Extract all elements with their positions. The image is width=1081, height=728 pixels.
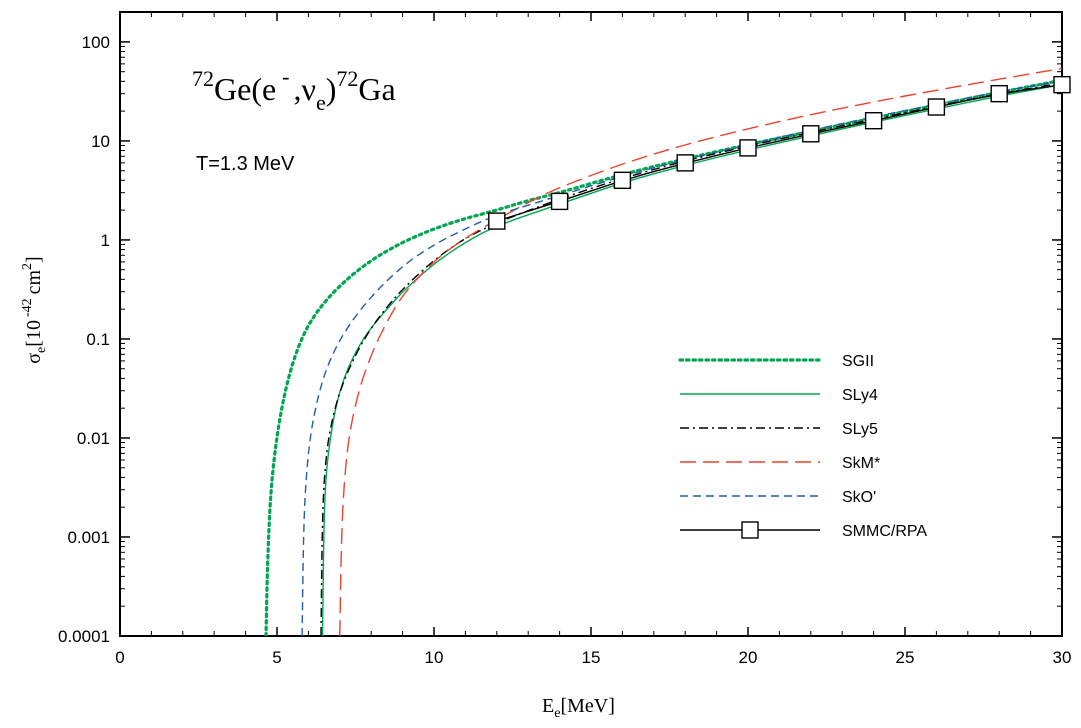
- series-line-sgii: [264, 78, 1062, 636]
- legend-label: SMMC/RPA: [842, 523, 927, 540]
- y-tick-label: 10: [91, 132, 110, 151]
- data-point-marker: [550, 192, 569, 211]
- legend-label: SkM*: [842, 455, 880, 472]
- y-tick-label: 0.1: [86, 330, 110, 349]
- x-tick-label: 20: [739, 648, 758, 667]
- data-point-marker: [864, 112, 883, 130]
- series-curves: [264, 67, 1062, 636]
- chart-title: 72Ge(e - ,νe)72Ga: [192, 64, 396, 115]
- series-line-smmc-rpa: [496, 84, 1062, 222]
- data-point-marker: [488, 212, 506, 230]
- data-point-marker: [1053, 75, 1071, 94]
- x-tick-label: 0: [115, 648, 124, 667]
- legend: SGII SLy4 SLy5 SkM* SkO' SMMC/RPA: [678, 353, 927, 540]
- series-line-sly4: [321, 84, 1062, 636]
- x-tick-label: 15: [582, 648, 601, 667]
- data-point-marker: [802, 125, 820, 143]
- series-markers: [488, 75, 1071, 230]
- y-tick-label: 100: [82, 33, 110, 52]
- legend-label: SGII: [842, 353, 874, 370]
- data-point-marker: [739, 139, 757, 157]
- y-tick-label: 0.01: [77, 429, 110, 448]
- y-tick-label: 0.001: [67, 528, 110, 547]
- y-tick-label: 0.0001: [58, 627, 110, 646]
- data-point-marker: [613, 171, 632, 190]
- x-axis-label: Ee[MeV]: [542, 695, 615, 721]
- x-tick-label: 30: [1053, 648, 1072, 667]
- legend-label: SLy4: [842, 387, 878, 404]
- x-tick-label: 10: [425, 648, 444, 667]
- x-tick-label: 25: [896, 648, 915, 667]
- y-tick-label: 1: [101, 231, 110, 250]
- series-line-sko-: [301, 80, 1062, 636]
- y-axis-label: σe[10-42cm2]: [20, 256, 49, 363]
- x-tick-label: 5: [272, 648, 281, 667]
- legend-marker: [741, 521, 759, 539]
- legend-label: SkO': [842, 489, 876, 506]
- legend-label: SLy5: [842, 421, 878, 438]
- axis-ticks: 0 5 10 15 20 25 30 100 10 1 0.1 0.01 0.001 0.0001: [58, 11, 1072, 667]
- series-line-skm-: [339, 67, 1062, 636]
- data-point-marker: [990, 84, 1008, 103]
- data-point-marker: [676, 154, 694, 172]
- data-point-marker: [927, 98, 946, 116]
- temperature-annotation: T=1.3 MeV: [196, 153, 295, 175]
